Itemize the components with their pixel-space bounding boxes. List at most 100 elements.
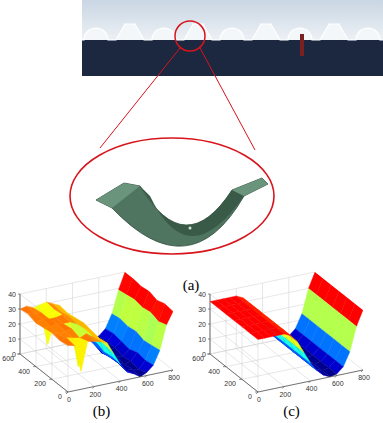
x-axis-line: [68, 370, 173, 392]
half-pipe-hole: [189, 227, 192, 230]
tick: [208, 309, 210, 310]
tick-label: 400: [18, 368, 30, 375]
tick: [65, 392, 68, 393]
tick-label: 30: [8, 306, 16, 313]
grid: [20, 272, 173, 392]
tick-label: 10: [198, 336, 206, 343]
grid-line: [20, 287, 125, 309]
surface: [210, 272, 363, 377]
grid-line: [68, 370, 173, 392]
zoom-line: [200, 48, 255, 150]
x-axis-line: [258, 370, 363, 392]
zoom-line: [100, 48, 180, 148]
surface-cell: [73, 338, 88, 371]
surface-cell: [303, 357, 318, 371]
tick-label: 0: [257, 396, 261, 403]
tick: [208, 339, 210, 340]
tick: [208, 324, 210, 325]
tick: [208, 354, 210, 355]
tick: [49, 379, 52, 380]
tick: [171, 370, 173, 372]
tick-label: 200: [224, 380, 236, 387]
grid-line: [263, 343, 311, 381]
panel-label: (c): [283, 403, 300, 420]
surface-cell: [289, 335, 304, 352]
half-pipe-flange: [232, 178, 268, 196]
tick-label: 0: [58, 393, 62, 400]
surface-cell: [242, 325, 257, 333]
tick: [92, 387, 94, 389]
tick: [207, 354, 210, 355]
surface-cell: [296, 346, 311, 363]
surface-cell: [234, 319, 249, 327]
axes: 02004006008000200400600010203040: [2, 291, 180, 404]
surface-cell: [44, 327, 59, 335]
tick: [119, 381, 121, 383]
tick: [255, 392, 258, 393]
tick: [18, 354, 20, 355]
grid: [210, 272, 363, 392]
surface-cell: [226, 313, 241, 321]
tick: [66, 392, 68, 394]
tick-label: 40: [198, 291, 206, 298]
grid-line: [20, 324, 68, 362]
tick: [208, 294, 210, 295]
tick: [33, 366, 36, 367]
surface-cell: [158, 304, 173, 325]
axes: 02004006008000200400600010203040: [192, 291, 370, 404]
tick-label: 0: [67, 396, 71, 403]
tick-label: 10: [8, 336, 16, 343]
tick-label: 30: [198, 306, 206, 313]
tick-label: 400: [306, 385, 318, 392]
tick: [17, 354, 20, 355]
tick-label: 600: [142, 380, 154, 387]
surface-cell: [250, 332, 265, 340]
half-pipe-flange: [96, 183, 140, 208]
surface-cell: [36, 319, 51, 328]
tick: [18, 294, 20, 295]
tick-label: 0: [202, 351, 206, 358]
tick: [361, 370, 363, 372]
tick-label: 800: [168, 374, 180, 381]
photo-panel: (a): [70, 0, 383, 294]
tick-label: 20: [8, 321, 16, 328]
tick: [239, 379, 242, 380]
tick: [18, 339, 20, 340]
grid-line: [210, 324, 258, 362]
grid-line: [210, 272, 315, 294]
highlight-circle: [175, 21, 205, 51]
tick-label: 400: [208, 368, 220, 375]
surface-cell: [316, 369, 331, 377]
surface-panel: 02004006008000200400600010203040(c): [192, 272, 370, 420]
panel-label: (b): [93, 403, 111, 420]
tick-label: 200: [279, 391, 291, 398]
tick-label: 600: [332, 380, 344, 387]
surface-cell: [126, 369, 141, 377]
tick-label: 400: [116, 385, 128, 392]
tick-label: 800: [358, 374, 370, 381]
surface-cell: [218, 306, 233, 314]
surface-cell: [20, 306, 35, 314]
corrugated-sheet: [82, 24, 383, 40]
tick: [223, 366, 226, 367]
tick: [145, 376, 147, 378]
tick-label: 200: [34, 380, 46, 387]
tick: [256, 392, 258, 394]
grid-line: [20, 272, 125, 294]
photo-water: [82, 40, 383, 76]
photo-sky: [82, 0, 383, 42]
tick-label: 0: [12, 351, 16, 358]
figure: (a)02004006008000200400600010203040(b)02…: [0, 0, 383, 423]
grid-line: [258, 370, 363, 392]
panel-label: (a): [183, 277, 200, 294]
surface-cell: [152, 322, 167, 351]
tick-label: 200: [89, 391, 101, 398]
tick: [18, 324, 20, 325]
surface: [20, 272, 173, 377]
zoom-ellipse: [70, 138, 274, 254]
surface-cell: [60, 338, 75, 346]
tick-label: 20: [198, 321, 206, 328]
surface-cell: [119, 363, 134, 374]
tick: [335, 376, 337, 378]
photo-object: [300, 34, 304, 56]
